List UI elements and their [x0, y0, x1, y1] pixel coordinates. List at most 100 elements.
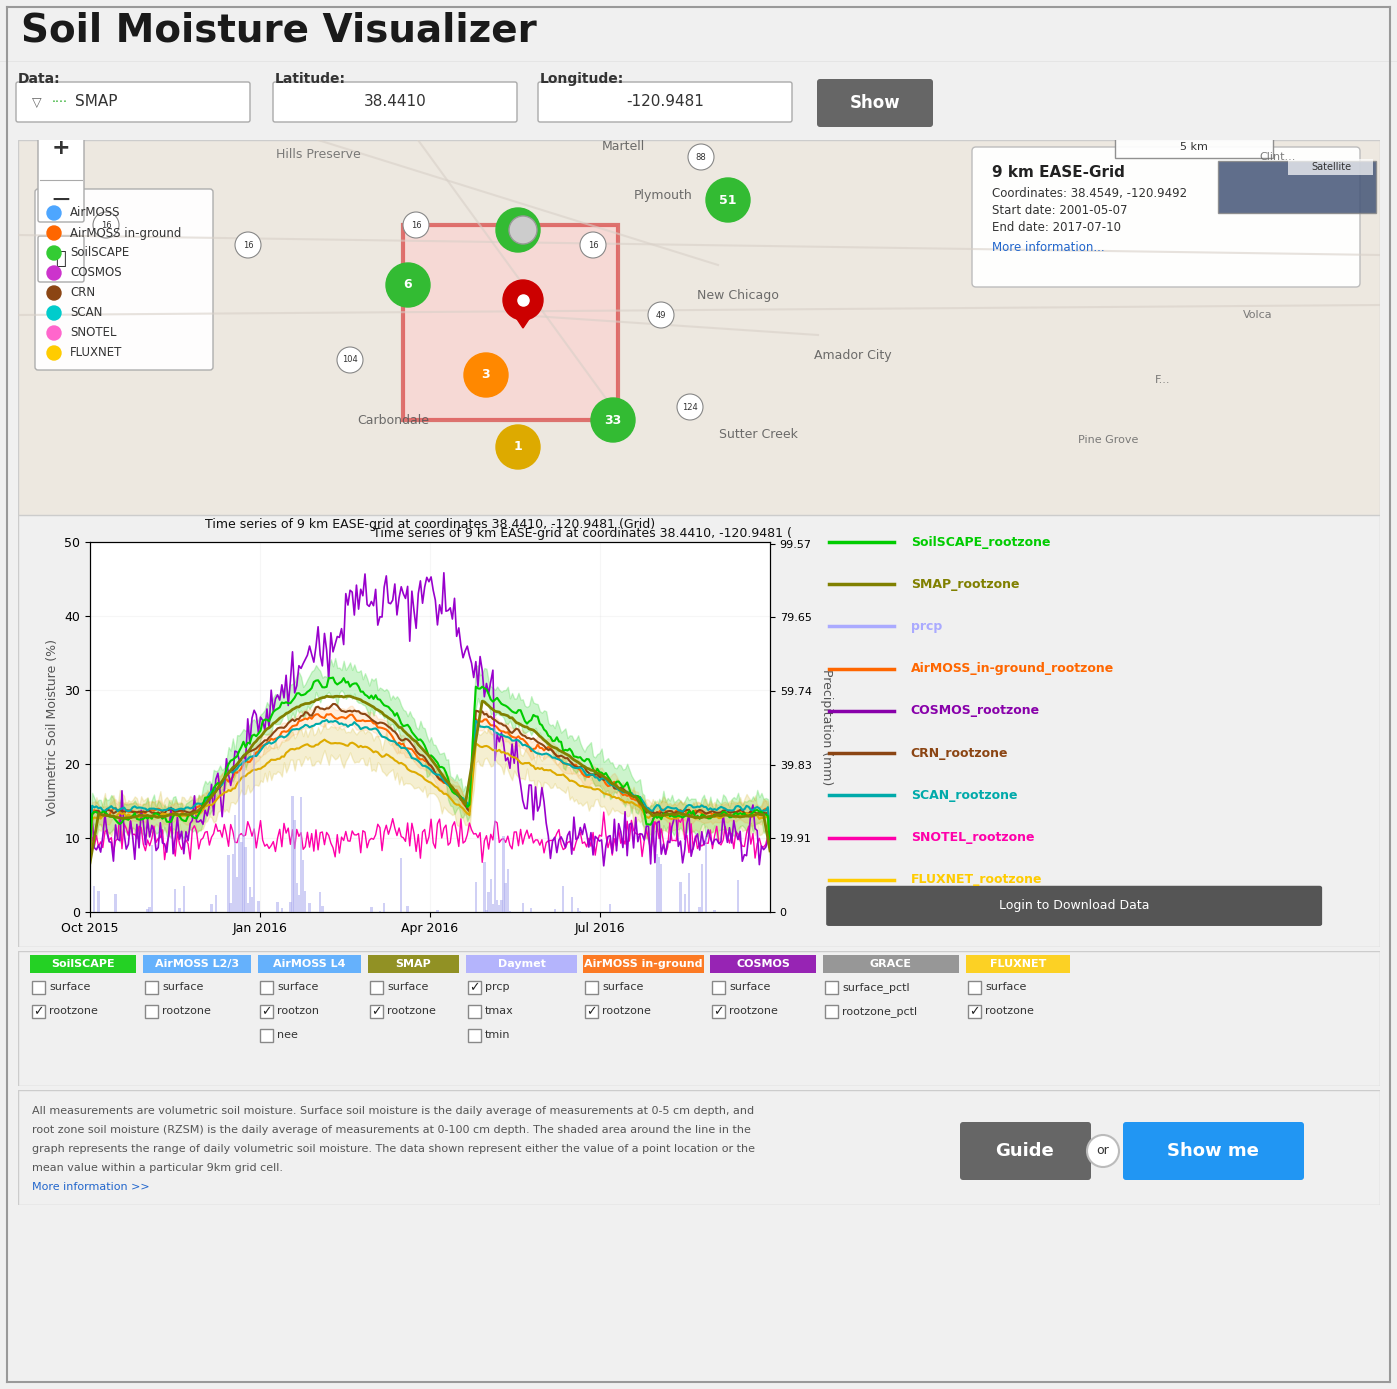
Text: 33: 33 — [605, 414, 622, 426]
Text: 3: 3 — [482, 368, 490, 382]
Bar — [499, 904, 500, 913]
Bar — [319, 892, 321, 913]
FancyBboxPatch shape — [972, 147, 1361, 288]
Text: ✓: ✓ — [261, 1006, 272, 1018]
Bar — [240, 842, 243, 913]
Bar — [233, 815, 236, 913]
Text: 51: 51 — [719, 193, 736, 207]
Text: SoilSCAPE: SoilSCAPE — [70, 246, 130, 260]
Bar — [679, 882, 682, 913]
Bar — [823, 956, 958, 974]
Text: SCAN: SCAN — [70, 307, 102, 319]
Text: Latitude:: Latitude: — [275, 72, 346, 86]
Text: or: or — [1097, 1145, 1109, 1157]
Circle shape — [496, 208, 541, 251]
Text: Plymouth: Plymouth — [634, 189, 693, 201]
Circle shape — [648, 301, 673, 328]
Text: surface_pctl: surface_pctl — [842, 982, 909, 993]
Text: ✓: ✓ — [714, 1006, 724, 1018]
Bar — [246, 903, 249, 913]
Bar — [661, 864, 662, 913]
Bar — [253, 753, 256, 913]
Circle shape — [687, 144, 714, 169]
Text: More information >>: More information >> — [32, 1182, 149, 1192]
Text: ⋅⋅⋅⋅: ⋅⋅⋅⋅ — [52, 96, 68, 108]
Text: COSMOS_rootzone: COSMOS_rootzone — [911, 704, 1039, 717]
Text: root zone soil moisture (RZSM) is the daily average of measurements at 0-100 cm : root zone soil moisture (RZSM) is the da… — [32, 1125, 750, 1135]
Bar — [242, 760, 244, 913]
Text: rootzone_pctl: rootzone_pctl — [842, 1006, 916, 1017]
Circle shape — [386, 263, 430, 307]
Text: 88: 88 — [696, 153, 707, 161]
Text: Carbondale: Carbondale — [358, 414, 429, 426]
Bar — [483, 863, 486, 913]
Text: Data:: Data: — [18, 72, 60, 86]
Bar — [407, 906, 409, 913]
Text: Clint...: Clint... — [1260, 151, 1296, 163]
Bar — [507, 870, 509, 913]
Polygon shape — [511, 310, 535, 328]
Text: tmax: tmax — [485, 1007, 514, 1017]
Bar — [229, 903, 232, 913]
Text: ✓: ✓ — [372, 1006, 381, 1018]
Bar — [305, 892, 306, 913]
Text: FLUXNET_rootzone: FLUXNET_rootzone — [911, 874, 1042, 886]
Circle shape — [47, 306, 61, 319]
Text: AirMOSS_in-ground_rootzone: AirMOSS_in-ground_rootzone — [911, 663, 1113, 675]
Text: FLUXNET: FLUXNET — [990, 958, 1046, 970]
Title: Time series of 9 km EASE-grid at coordinates 38.4410, -120.9481 (Grid): Time series of 9 km EASE-grid at coordin… — [205, 518, 655, 531]
Circle shape — [1087, 1135, 1119, 1167]
Circle shape — [94, 213, 119, 238]
Bar — [826, 1006, 838, 1018]
Circle shape — [47, 346, 61, 360]
Bar — [1115, 136, 1273, 158]
Text: Amador City: Amador City — [814, 349, 891, 361]
Text: rootzone: rootzone — [985, 1007, 1034, 1017]
Bar — [496, 900, 499, 913]
Text: CRN_rootzone: CRN_rootzone — [911, 747, 1009, 760]
Text: SMAP: SMAP — [75, 94, 117, 110]
Bar — [292, 796, 293, 913]
Circle shape — [337, 347, 363, 374]
Text: ✓: ✓ — [970, 1006, 979, 1018]
Text: Start date: 2001-05-07: Start date: 2001-05-07 — [992, 204, 1127, 217]
Bar — [281, 908, 284, 913]
Text: F...: F... — [1155, 375, 1171, 385]
Bar — [251, 897, 253, 913]
Text: GRACE: GRACE — [870, 958, 912, 970]
Y-axis label: Precipitation (mm): Precipitation (mm) — [820, 669, 833, 785]
Bar — [32, 981, 45, 995]
FancyBboxPatch shape — [15, 82, 250, 122]
Bar — [683, 895, 686, 913]
Text: AirMOSS in-ground: AirMOSS in-ground — [70, 226, 182, 239]
Bar — [585, 981, 598, 995]
Text: -120.9481: -120.9481 — [626, 94, 704, 110]
Bar — [436, 910, 439, 913]
Text: 104: 104 — [342, 356, 358, 364]
Bar — [183, 886, 184, 913]
Bar — [260, 1029, 272, 1042]
Bar — [32, 1006, 45, 1018]
Text: 49: 49 — [655, 311, 666, 319]
Bar — [570, 897, 573, 913]
Text: 16: 16 — [243, 240, 253, 250]
Bar — [701, 864, 703, 913]
Bar — [400, 858, 402, 913]
Circle shape — [503, 281, 543, 319]
Text: ✓: ✓ — [34, 1006, 43, 1018]
Text: surface: surface — [49, 982, 91, 993]
Text: Guide: Guide — [996, 1142, 1055, 1160]
Bar — [712, 981, 725, 995]
Bar — [467, 956, 577, 974]
Bar — [147, 910, 148, 913]
Bar — [1218, 161, 1376, 213]
Text: Soil Moisture Visualizer: Soil Moisture Visualizer — [21, 13, 536, 50]
Circle shape — [591, 399, 636, 442]
Bar — [1288, 158, 1373, 175]
Bar — [712, 1006, 725, 1018]
Bar — [94, 886, 95, 913]
Bar — [260, 981, 272, 995]
Text: FLUXNET: FLUXNET — [70, 346, 123, 360]
Bar — [98, 892, 99, 913]
Bar — [228, 854, 229, 913]
